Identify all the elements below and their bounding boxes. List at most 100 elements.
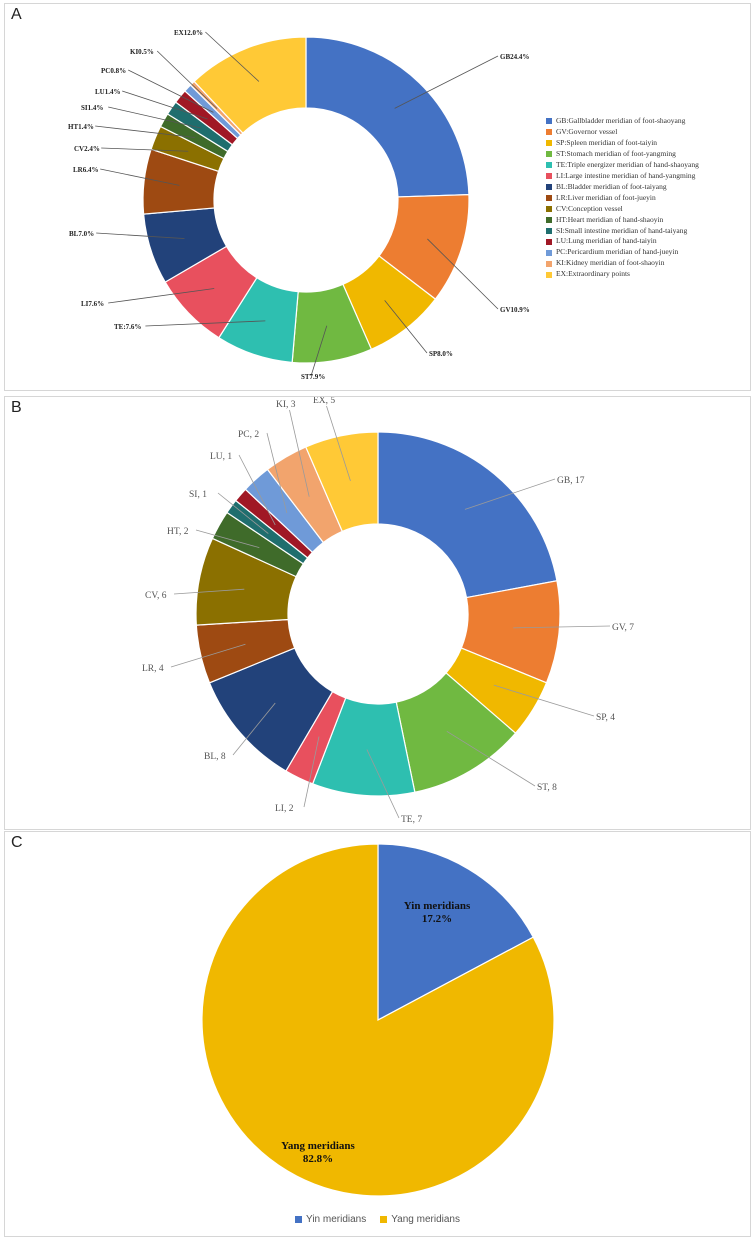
donut-chart-a: GB24.4% GV10.9% SP8.0% ST7.9% TE:7.6% LI7.6% B… xyxy=(68,29,530,381)
chart-b-label-gb: GB, 17 xyxy=(557,476,585,486)
chart-a-label-si: SI1.4% xyxy=(81,104,103,112)
legend-a-item-li: LI:Large intestine meridian of hand-yang… xyxy=(546,171,699,182)
chart-a-label-gv: GV10.9% xyxy=(500,306,530,314)
chart-b-leader-ex xyxy=(326,405,351,481)
chart-a-leader-cv xyxy=(101,147,189,152)
chart-a-leader-te xyxy=(145,320,266,327)
legend-a-text: LU:Lung meridian of hand-taiyin xyxy=(556,236,657,246)
legend-a-item-te: TE:Triple energizer meridian of hand-sha… xyxy=(546,160,699,171)
legend-a-item-st: ST:Stomach meridian of foot-yangming xyxy=(546,149,699,160)
legend-a-swatch xyxy=(546,140,552,147)
chart-a-leader-si xyxy=(108,106,201,129)
chart-a-leader-sp xyxy=(384,300,428,354)
panel-b: B GB, 17 GV, 7 SP, 4 ST, 8 TE, 7 LI, 2 BL, 8 LR… xyxy=(4,396,751,830)
chart-b-leader-pc xyxy=(266,432,288,514)
chart-b-leader-sp xyxy=(493,684,595,717)
panel-c-label: C xyxy=(11,834,23,851)
panel-c: C Yin meridians 17.2% Yang meridians 82.8% … xyxy=(4,831,751,1237)
chart-a-leader-bl xyxy=(96,232,185,239)
chart-a-leader-pc xyxy=(128,69,214,113)
legend-a-swatch xyxy=(546,249,552,256)
chart-a-label-sp: SP8.0% xyxy=(429,350,453,358)
chart-b-leader-st xyxy=(446,730,536,787)
chart-a-slice-ex xyxy=(193,36,307,134)
chart-b-label-cv: CV, 6 xyxy=(145,591,167,601)
legend-a-swatch xyxy=(546,151,552,158)
chart-b-label-sp: SP, 4 xyxy=(596,713,615,723)
legend-a-item-gb: GB:Gallbladder meridian of foot-shaoyang xyxy=(546,116,699,127)
chart-a-label-cv: CV2.4% xyxy=(74,145,100,153)
chart-a-label-gb: GB24.4% xyxy=(500,53,529,61)
legend-a-swatch xyxy=(546,238,552,245)
legend-a-swatch xyxy=(546,260,552,267)
legend-a-text: KI:Kidney meridian of foot-shaoyin xyxy=(556,258,665,268)
chart-c-label-yin-meridians-pct: 17.2% xyxy=(422,913,452,925)
chart-b-slice-gb xyxy=(377,431,558,599)
chart-b-label-gv: GV, 7 xyxy=(612,623,634,633)
chart-b-leader-ki xyxy=(289,409,310,497)
legend-a-text: BL:Bladder meridian of foot-taiyang xyxy=(556,181,667,191)
legend-a-swatch xyxy=(546,271,552,278)
chart-a-label-te: TE:7.6% xyxy=(114,323,141,331)
legend-a-item-gv: GV:Governor vessel xyxy=(546,127,699,138)
legend-a-text: GB:Gallbladder meridian of foot-shaoyang xyxy=(556,116,686,125)
legend-a-text: LI:Large intestine meridian of hand-yang… xyxy=(556,170,696,180)
chart-a-leader-ht xyxy=(95,125,195,138)
chart-b-label-ki: KI, 3 xyxy=(276,400,296,410)
chart-a-leader-lr xyxy=(100,168,180,186)
chart-b-label-ex: EX, 5 xyxy=(313,397,335,406)
legend-a-item-lu: LU:Lung meridian of hand-taiyin xyxy=(546,236,699,247)
chart-b-label-pc: PC, 2 xyxy=(238,430,259,440)
chart-a-label-pc: PC0.8% xyxy=(101,67,126,75)
legend-a-item-pc: PC:Pericardium meridian of hand-jueyin xyxy=(546,247,699,258)
legend-a-text: PC:Pericardium meridian of hand-jueyin xyxy=(556,247,679,257)
legend-a-item-ex: EX:Extraordinary points xyxy=(546,269,699,280)
chart-c-label-yang-meridians-name: Yang meridians xyxy=(281,1140,355,1152)
legend-a-text: SP:Spleen meridian of foot-taiyin xyxy=(556,137,658,147)
panel-a-label: A xyxy=(11,6,22,23)
chart-a-leader-ki xyxy=(156,50,218,109)
chart-b-label-li: LI, 2 xyxy=(275,804,294,814)
legend-a-item-lr: LR:Liver meridian of foot-jueyin xyxy=(546,193,699,204)
legend-a-item-ht: HT:Heart meridian of hand-shaoyin xyxy=(546,215,699,226)
legend-a-item-sp: SP:Spleen meridian of foot-taiyin xyxy=(546,138,699,149)
legend-a-text: CV:Conception vessel xyxy=(556,203,623,213)
legend-a-swatch xyxy=(546,162,552,169)
chart-a-label-bl: BL7.0% xyxy=(69,230,94,238)
chart-b-leader-gv xyxy=(513,625,611,629)
legend-a-text: HT:Heart meridian of hand-shaoyin xyxy=(556,214,664,224)
legend-a: GB:Gallbladder meridian of foot-shaoyang… xyxy=(546,116,699,280)
legend-c-swatch xyxy=(380,1216,388,1223)
legend-a-text: SI:Small intestine meridian of hand-taiy… xyxy=(556,225,688,235)
chart-a-leader-lu xyxy=(122,90,208,120)
legend-a-swatch xyxy=(546,129,552,136)
chart-a-label-lu: LU1.4% xyxy=(95,88,120,96)
chart-a-label-ki: KI0.5% xyxy=(130,48,154,56)
chart-b-label-lu: LU, 1 xyxy=(210,452,232,462)
legend-a-item-bl: BL:Bladder meridian of foot-taiyang xyxy=(546,182,699,193)
chart-a-label-lr: LR6.4% xyxy=(73,166,98,174)
chart-b-label-bl: BL, 8 xyxy=(204,752,226,762)
chart-b-leader-gb xyxy=(464,478,556,510)
chart-a-leader-st xyxy=(310,325,328,377)
legend-a-swatch xyxy=(546,206,552,213)
chart-a-leader-gb xyxy=(394,55,499,109)
chart-c-label-yin-meridians-name: Yin meridians xyxy=(404,900,471,912)
panel-a: A GB24.4% GV10.9% SP8.0% ST7.9% TE:7.6% LI7.6… xyxy=(4,3,751,391)
legend-a-text: EX:Extraordinary points xyxy=(556,269,630,279)
chart-b-leader-si xyxy=(217,492,269,534)
chart-a-label-ht: HT1.4% xyxy=(68,123,94,131)
chart-b-label-ht: HT, 2 xyxy=(167,527,189,537)
chart-b-leader-li xyxy=(303,736,320,808)
chart-c-slice-yin-meridians xyxy=(377,843,535,1022)
legend-a-text: TE:Triple energizer meridian of hand-sha… xyxy=(556,159,699,169)
donut-chart-b: GB, 17 GV, 7 SP, 4 ST, 8 TE, 7 LI, 2 BL, 8 LR, … xyxy=(142,397,634,825)
chart-b-leader-lr xyxy=(170,643,246,668)
legend-c-text: Yang meridians xyxy=(391,1214,460,1225)
chart-b-leader-ht xyxy=(195,529,260,548)
legend-a-swatch xyxy=(546,195,552,202)
legend-c-item-yin-meridians: Yin meridians xyxy=(295,1214,366,1225)
legend-a-swatch xyxy=(546,217,552,224)
chart-b-leader-cv xyxy=(173,588,245,595)
